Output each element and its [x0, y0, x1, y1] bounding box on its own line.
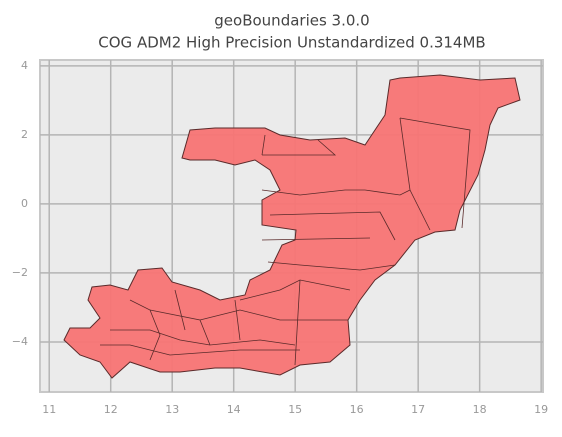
admin-boundary: [100, 117, 471, 366]
y-tick-label: −2: [12, 266, 28, 279]
y-tick-label: −4: [12, 335, 28, 348]
x-tick-label: 16: [350, 403, 364, 416]
ticks: 11 12 13 14 15 16 17 18 19 −4 −2 0 2 4: [12, 59, 548, 416]
x-tick-label: 11: [42, 403, 56, 416]
y-tick-label: 4: [21, 59, 28, 72]
y-tick-label: 2: [21, 128, 28, 141]
country-shape: [63, 74, 521, 379]
x-tick-label: 13: [165, 403, 179, 416]
x-tick-label: 17: [411, 403, 425, 416]
x-tick-label: 19: [534, 403, 548, 416]
x-tick-label: 15: [288, 403, 302, 416]
chart-title: geoBoundaries 3.0.0: [214, 12, 369, 30]
x-tick-label: 18: [473, 403, 487, 416]
x-tick-label: 12: [104, 403, 118, 416]
y-tick-label: 0: [21, 197, 28, 210]
x-tick-label: 14: [227, 403, 241, 416]
chart-subtitle: COG ADM2 High Precision Unstandardized 0…: [98, 34, 485, 52]
